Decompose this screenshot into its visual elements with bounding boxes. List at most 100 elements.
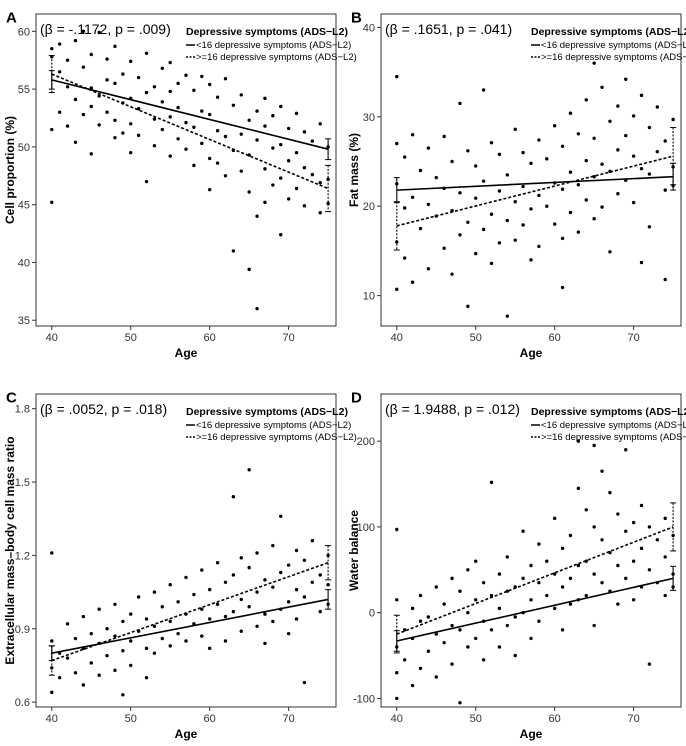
y-tick-label: 1.2 — [15, 550, 30, 562]
data-point — [263, 612, 267, 616]
data-point — [168, 115, 172, 119]
data-point — [537, 542, 541, 546]
data-point — [608, 490, 612, 495]
data-point — [247, 565, 251, 570]
data-point — [255, 109, 259, 113]
data-point — [481, 580, 486, 585]
data-point — [481, 179, 486, 183]
y-tick-label: 10 — [363, 291, 375, 303]
data-point — [121, 619, 125, 624]
data-point — [255, 138, 259, 142]
data-point — [434, 585, 438, 589]
x-tick-label: 70 — [628, 713, 640, 725]
data-point — [497, 645, 502, 649]
x-tick-label: 40 — [46, 713, 58, 725]
data-point — [129, 663, 133, 668]
data-point — [474, 636, 478, 641]
data-point — [631, 154, 636, 158]
data-point — [663, 277, 667, 282]
data-point — [247, 190, 251, 194]
panel-letter: B — [351, 9, 362, 26]
panel-letter: D — [351, 389, 362, 406]
data-point — [434, 175, 438, 180]
y-axis-title: Extracellular mass–body cell mass ratio — [3, 436, 17, 664]
x-tick-label: 50 — [470, 713, 482, 725]
data-point — [631, 559, 636, 563]
y-tick-label: 1.8 — [15, 404, 30, 416]
data-point — [310, 139, 315, 143]
y-tick-label: 1.5 — [15, 477, 30, 489]
data-point — [410, 606, 415, 611]
data-point — [655, 105, 660, 109]
data-point — [263, 578, 267, 582]
data-point — [271, 543, 275, 548]
y-tick-label: 30 — [363, 112, 375, 124]
data-point — [215, 161, 220, 165]
data-point — [474, 598, 478, 602]
data-point — [152, 85, 157, 89]
y-tick-label: -100 — [353, 693, 375, 705]
data-point — [239, 169, 243, 173]
legend-label-high: >=16 depressive symptoms (ADS−L2) — [541, 432, 686, 443]
data-point — [663, 555, 667, 559]
data-point — [294, 150, 299, 155]
data-point — [121, 693, 125, 697]
data-point — [647, 225, 652, 229]
data-point — [263, 167, 267, 171]
data-point — [271, 585, 275, 589]
y-tick-label: 20 — [363, 201, 375, 213]
panel-d: D 40 50 60 70 -100 0 100 200 Age Water balance (β =… — [347, 389, 686, 741]
data-point — [192, 125, 196, 129]
x-tick-label: 40 — [391, 332, 403, 344]
data-point — [608, 250, 612, 254]
x-tick-label: 60 — [549, 332, 561, 344]
data-point — [616, 512, 620, 516]
data-point — [592, 61, 596, 65]
data-point — [65, 58, 70, 62]
data-point — [466, 645, 470, 649]
data-point — [671, 117, 675, 122]
data-point — [537, 580, 541, 585]
panel-c: C 40 50 60 70 0.6 0.9 1.2 1.5 1.8 Age Extracellular… — [3, 389, 357, 741]
data-point — [426, 615, 431, 619]
panel-letter: A — [6, 9, 17, 26]
data-point — [663, 188, 667, 192]
data-point — [434, 632, 438, 636]
legend-label-low: <16 depressive symptoms (ADS−L2) — [541, 40, 686, 51]
data-point — [294, 617, 299, 621]
x-axis-title: Age — [175, 346, 198, 360]
data-point — [600, 469, 604, 473]
data-point — [81, 614, 86, 619]
data-point — [647, 568, 652, 572]
data-point — [545, 157, 549, 161]
data-point — [584, 98, 588, 102]
data-point — [286, 126, 291, 131]
data-point — [434, 675, 438, 679]
data-point — [184, 575, 188, 580]
data-point — [560, 236, 565, 241]
data-point — [239, 629, 243, 633]
data-point — [521, 184, 525, 189]
data-point — [152, 651, 157, 655]
data-point — [279, 104, 283, 109]
y-tick-label: 0.9 — [15, 624, 30, 636]
data-point — [73, 671, 78, 675]
data-point — [121, 649, 125, 653]
data-point — [231, 495, 236, 499]
data-point — [136, 133, 141, 138]
legend-label-low: <16 depressive symptoms (ADS−L2) — [196, 40, 351, 51]
data-point — [529, 563, 533, 568]
x-tick-label: 70 — [283, 332, 295, 344]
data-point — [105, 78, 109, 82]
data-point — [521, 150, 525, 155]
data-point — [466, 220, 470, 224]
data-point — [223, 77, 228, 81]
data-point — [497, 152, 502, 157]
data-point — [176, 600, 180, 604]
data-point — [239, 93, 243, 97]
data-point — [255, 306, 259, 311]
data-point — [263, 200, 267, 205]
panel-letter: C — [6, 389, 17, 406]
data-point — [576, 183, 581, 187]
data-point — [442, 602, 446, 606]
